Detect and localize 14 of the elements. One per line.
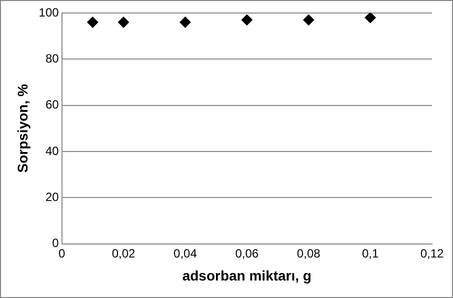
x-tick-label: 0,1 — [362, 246, 379, 260]
y-tick-label: 100 — [38, 5, 60, 20]
y-tick-label: 60 — [45, 98, 60, 112]
x-tick-label: 0,02 — [112, 246, 136, 260]
x-tick-label: 0,04 — [174, 246, 198, 260]
y-tick-label: 20 — [45, 190, 60, 204]
x-tick-label: 0,06 — [235, 246, 259, 260]
y-tick-label: 40 — [45, 144, 60, 158]
x-tick-label: 0,08 — [296, 246, 321, 260]
x-axis-title: adsorban miktarı, g — [182, 267, 312, 284]
y-axis-title: Sorpsiyon, % — [14, 84, 30, 173]
y-tick-label: 0 — [52, 236, 60, 250]
y-tick-label: 80 — [45, 51, 60, 66]
x-tick-label: 0,12 — [420, 246, 444, 260]
